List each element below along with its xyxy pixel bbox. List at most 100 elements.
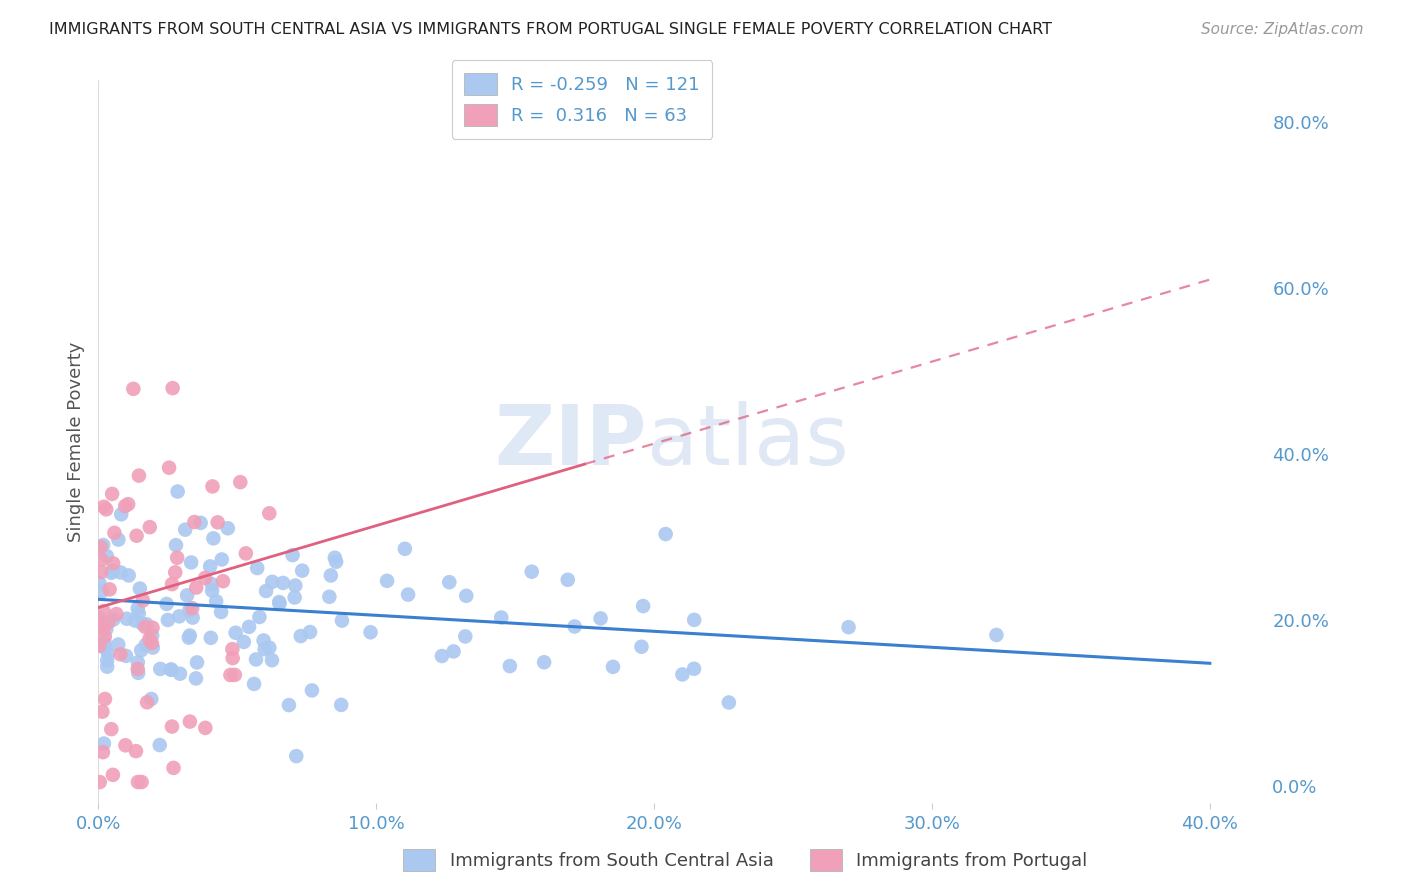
Point — [127, 656, 149, 670]
Point — [259, 640, 281, 655]
Point — [91, 538, 114, 552]
Point — [284, 578, 307, 592]
Point — [174, 523, 197, 537]
Point — [114, 739, 136, 753]
Point — [128, 582, 150, 596]
Point — [162, 381, 184, 395]
Point — [93, 500, 115, 514]
Point — [129, 643, 152, 657]
Point — [156, 597, 179, 611]
Point — [93, 635, 115, 649]
Point — [683, 662, 706, 676]
Point — [97, 615, 120, 630]
Point — [281, 548, 304, 562]
Point — [209, 605, 232, 619]
Point — [141, 636, 163, 650]
Point — [107, 638, 129, 652]
Point — [330, 698, 353, 712]
Point — [252, 633, 274, 648]
Point — [101, 557, 124, 571]
Point — [186, 656, 208, 670]
Legend: R = -0.259   N = 121, R =  0.316   N = 63: R = -0.259 N = 121, R = 0.316 N = 63 — [451, 61, 713, 139]
Point — [205, 594, 228, 608]
Point — [100, 566, 122, 580]
Point — [160, 663, 183, 677]
Point — [94, 630, 117, 644]
Point — [118, 568, 141, 582]
Point — [221, 642, 243, 657]
Point — [160, 577, 183, 591]
Point — [360, 625, 382, 640]
Point — [589, 611, 612, 625]
Point — [110, 648, 132, 662]
Point — [838, 620, 860, 634]
Point — [323, 550, 346, 565]
Point — [318, 590, 340, 604]
Point — [96, 622, 118, 636]
Point — [179, 714, 201, 729]
Point — [131, 775, 153, 789]
Point — [439, 575, 461, 590]
Point — [533, 655, 555, 669]
Point — [135, 638, 157, 652]
Point — [557, 573, 579, 587]
Point — [96, 549, 118, 563]
Point — [232, 635, 254, 649]
Point — [89, 775, 111, 789]
Point — [201, 479, 224, 493]
Point — [87, 610, 110, 624]
Point — [94, 641, 117, 656]
Point — [167, 609, 190, 624]
Point — [291, 564, 314, 578]
Point — [520, 565, 543, 579]
Point — [186, 581, 208, 595]
Point — [90, 565, 112, 579]
Point — [90, 540, 112, 554]
Point — [96, 653, 118, 667]
Text: ZIP: ZIP — [495, 401, 647, 482]
Point — [238, 620, 260, 634]
Point — [217, 521, 239, 535]
Point — [96, 659, 118, 673]
Point — [181, 601, 204, 615]
Point — [103, 613, 125, 627]
Point — [91, 705, 114, 719]
Point — [141, 628, 163, 642]
Point — [319, 568, 342, 582]
Point — [456, 589, 478, 603]
Point — [243, 677, 266, 691]
Point — [271, 576, 294, 591]
Point — [101, 564, 124, 578]
Point — [246, 561, 269, 575]
Point — [110, 508, 132, 522]
Point — [631, 599, 654, 613]
Point — [90, 584, 112, 599]
Point — [105, 607, 128, 621]
Point — [212, 574, 235, 589]
Point — [114, 499, 136, 513]
Point — [132, 593, 155, 607]
Point — [107, 533, 129, 547]
Point — [443, 644, 465, 658]
Point — [127, 662, 149, 676]
Point — [269, 597, 291, 611]
Y-axis label: Single Female Poverty: Single Female Poverty — [66, 342, 84, 541]
Text: IMMIGRANTS FROM SOUTH CENTRAL ASIA VS IMMIGRANTS FROM PORTUGAL SINGLE FEMALE POV: IMMIGRANTS FROM SOUTH CENTRAL ASIA VS IM… — [49, 22, 1052, 37]
Point — [90, 615, 112, 630]
Point — [198, 559, 221, 574]
Point — [717, 696, 740, 710]
Point — [127, 665, 149, 680]
Point — [290, 629, 312, 643]
Point — [93, 622, 115, 636]
Point — [564, 619, 586, 633]
Point — [89, 639, 111, 653]
Point — [96, 502, 118, 516]
Point — [127, 601, 149, 615]
Point — [491, 610, 513, 624]
Point — [157, 460, 180, 475]
Point — [179, 603, 201, 617]
Point — [149, 662, 172, 676]
Point — [138, 632, 160, 646]
Point — [602, 660, 624, 674]
Point — [156, 613, 179, 627]
